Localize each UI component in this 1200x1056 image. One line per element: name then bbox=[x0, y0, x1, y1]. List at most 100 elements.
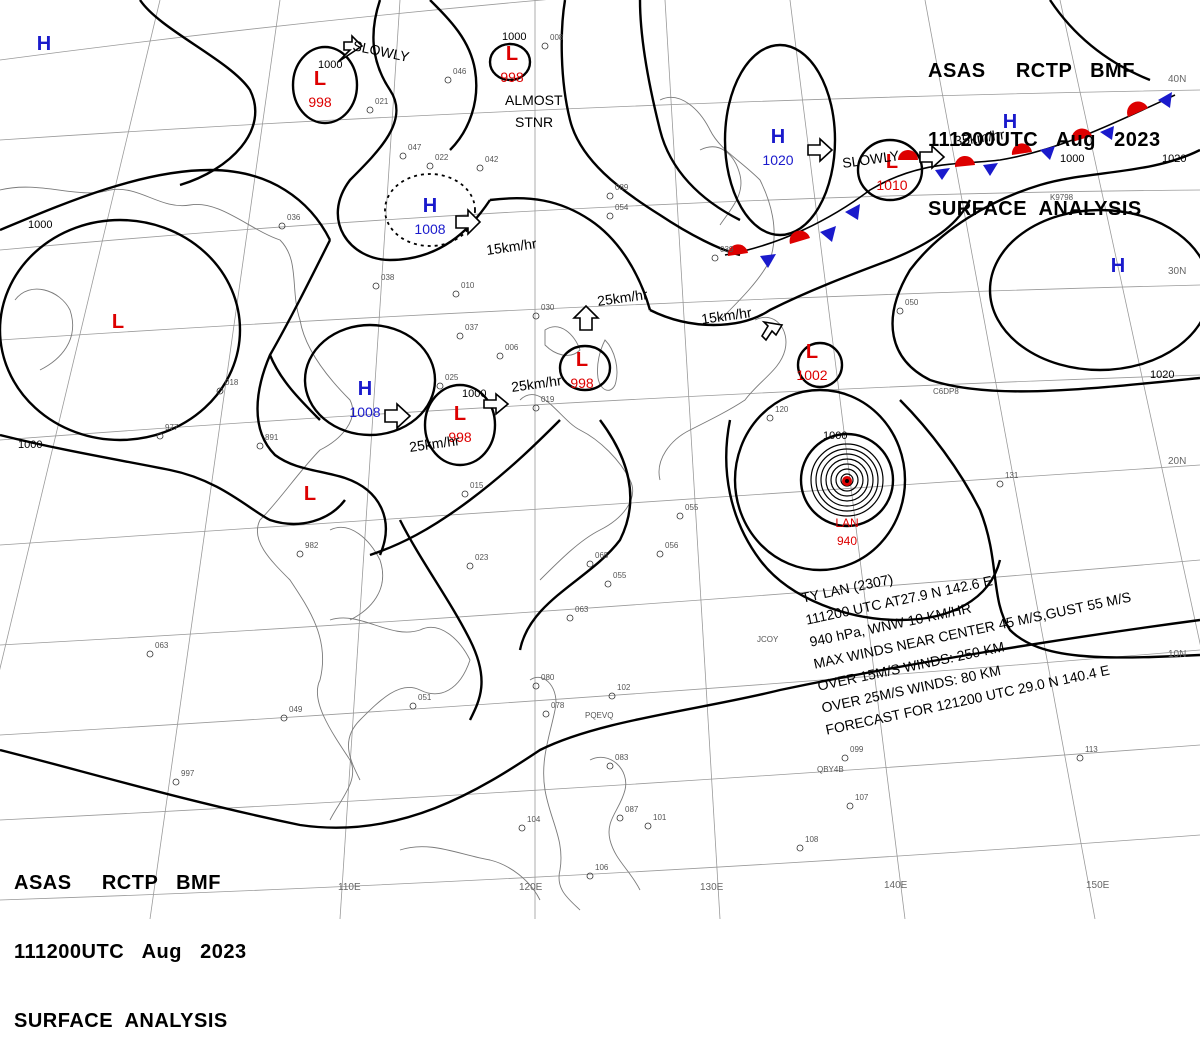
station-value-40: 982 bbox=[305, 541, 319, 550]
station-value-24: 087 bbox=[625, 805, 639, 814]
header-line-2: 111200UTC Aug 2023 bbox=[928, 129, 1161, 151]
station-marker-2 bbox=[541, 42, 549, 50]
station-marker-18 bbox=[532, 682, 540, 690]
station-marker-11 bbox=[436, 382, 444, 390]
station-value-20: 051 bbox=[418, 693, 432, 702]
lon-label-2: 130E bbox=[700, 882, 724, 893]
station-value-15: 065 bbox=[595, 551, 609, 560]
station-value-25: 101 bbox=[653, 813, 667, 822]
station-marker-30 bbox=[996, 480, 1004, 488]
station-marker-46 bbox=[711, 254, 719, 262]
station-id-2: QBY4B bbox=[817, 765, 844, 774]
station-marker-24 bbox=[616, 814, 624, 822]
lon-label-3: 140E bbox=[884, 880, 908, 891]
station-value-22: 063 bbox=[155, 641, 169, 650]
station-value-31: 055 bbox=[685, 503, 699, 512]
station-value-3: 047 bbox=[408, 143, 422, 152]
station-value-34: 089 bbox=[615, 183, 629, 192]
station-marker-45 bbox=[766, 414, 774, 422]
station-marker-1 bbox=[366, 106, 374, 114]
station-value-23: 083 bbox=[615, 753, 629, 762]
station-value-37: 018 bbox=[225, 378, 239, 387]
movement-label-8: SLOWLY bbox=[841, 147, 901, 171]
pressure-value-9: 998 bbox=[570, 375, 594, 391]
station-value-39: 891 bbox=[265, 433, 279, 442]
station-marker-15 bbox=[586, 560, 594, 568]
footer-line-2: 111200UTC Aug 2023 bbox=[14, 941, 247, 963]
station-value-18: 080 bbox=[541, 673, 555, 682]
station-marker-16 bbox=[604, 580, 612, 588]
station-value-1: 021 bbox=[375, 97, 389, 106]
station-value-42: 104 bbox=[527, 815, 541, 824]
station-marker-25 bbox=[644, 822, 652, 830]
low-pressure-9: L bbox=[576, 349, 588, 371]
station-value-6: 038 bbox=[381, 273, 395, 282]
low-pressure-7: L bbox=[506, 43, 518, 65]
lat-label-1: 30N bbox=[1168, 266, 1186, 277]
station-marker-14 bbox=[466, 562, 474, 570]
station-marker-21 bbox=[280, 714, 288, 722]
station-ids: JCOY PQEVQ QBY4B C6DP8 K9798 bbox=[585, 193, 1074, 774]
isobar-label-0: 1000 bbox=[318, 59, 342, 71]
isobar-label-3: 1000 bbox=[28, 219, 52, 231]
station-marker-28 bbox=[841, 754, 849, 762]
station-marker-36 bbox=[426, 162, 434, 170]
dashed-isobar bbox=[384, 173, 476, 247]
station-marker-31 bbox=[676, 512, 684, 520]
pressure-value-1: 1008 bbox=[349, 404, 380, 420]
typhoon-info-block: TY LAN (2307) 111200 UTC AT27.9 N 142.6 … bbox=[790, 560, 1190, 738]
station-marker-27 bbox=[1076, 754, 1084, 762]
lat-label-3: 10N bbox=[1168, 649, 1186, 660]
station-marker-13 bbox=[461, 490, 469, 498]
station-marker-8 bbox=[456, 332, 464, 340]
station-value-38: 977 bbox=[165, 423, 179, 432]
station-value-9: 006 bbox=[505, 343, 519, 352]
station-marker-23 bbox=[606, 762, 614, 770]
movement-label-6: 25km/hr bbox=[596, 286, 649, 309]
station-value-36: 022 bbox=[435, 153, 449, 162]
coastlines bbox=[0, 96, 787, 911]
typhoon-center bbox=[842, 476, 852, 486]
station-value-10: 030 bbox=[541, 303, 555, 312]
isobar-label-4: 1000 bbox=[18, 439, 42, 451]
high-pressure-3: H bbox=[37, 33, 51, 55]
station-marker-12 bbox=[532, 404, 540, 412]
station-marker-17 bbox=[566, 614, 574, 622]
lon-label-0: 110E bbox=[338, 882, 361, 893]
pressure-value-7: 998 bbox=[500, 69, 524, 85]
station-value-33: 050 bbox=[905, 298, 919, 307]
movement-label-9: 35km/hr bbox=[953, 126, 1006, 149]
station-value-28: 099 bbox=[850, 745, 864, 754]
pressure-systems: H 1008 H 1008 H 1020 H H H L 998 L 998 L 998 L 998 L 1010 L… bbox=[37, 33, 1125, 505]
front-line bbox=[724, 92, 1176, 268]
station-marker-37 bbox=[216, 387, 224, 395]
graticule-labels: 40N 30N 20N 10N 110E 120E 130E 140E 150E bbox=[338, 74, 1186, 893]
typhoon-name: LAN bbox=[835, 516, 858, 530]
isobar-label-5: 1000 bbox=[823, 430, 847, 442]
movement-label-4: 25km/hr bbox=[408, 432, 461, 455]
station-marker-0 bbox=[444, 76, 452, 84]
low-pressure-6: L bbox=[314, 68, 326, 90]
station-marker-4 bbox=[476, 164, 484, 172]
movement-label-2: STNR bbox=[515, 114, 553, 130]
isobars bbox=[0, 0, 1200, 829]
station-marker-41 bbox=[172, 778, 180, 786]
low-pressure-13: L bbox=[304, 483, 316, 505]
station-marker-35 bbox=[606, 212, 614, 220]
station-value-4: 042 bbox=[485, 155, 499, 164]
lat-label-0: 40N bbox=[1168, 74, 1186, 85]
station-marker-9 bbox=[496, 352, 504, 360]
station-value-0: 046 bbox=[453, 67, 467, 76]
station-value-41: 997 bbox=[181, 769, 195, 778]
station-id-4: K9798 bbox=[1050, 193, 1074, 202]
closed-isobars bbox=[0, 42, 1200, 572]
station-marker-3 bbox=[399, 152, 407, 160]
lat-label-2: 20N bbox=[1168, 456, 1186, 467]
footer-line-3: SURFACE ANALYSIS bbox=[14, 1010, 228, 1032]
station-value-12: 019 bbox=[541, 395, 555, 404]
station-id-1: PQEVQ bbox=[585, 711, 613, 720]
station-value-44: 108 bbox=[805, 835, 819, 844]
station-value-2: 008 bbox=[550, 33, 564, 42]
station-marker-19 bbox=[542, 710, 550, 718]
station-plots: 046 021 008 047 042 036 038 010 037 006 030 025 019 0… bbox=[146, 33, 1098, 880]
